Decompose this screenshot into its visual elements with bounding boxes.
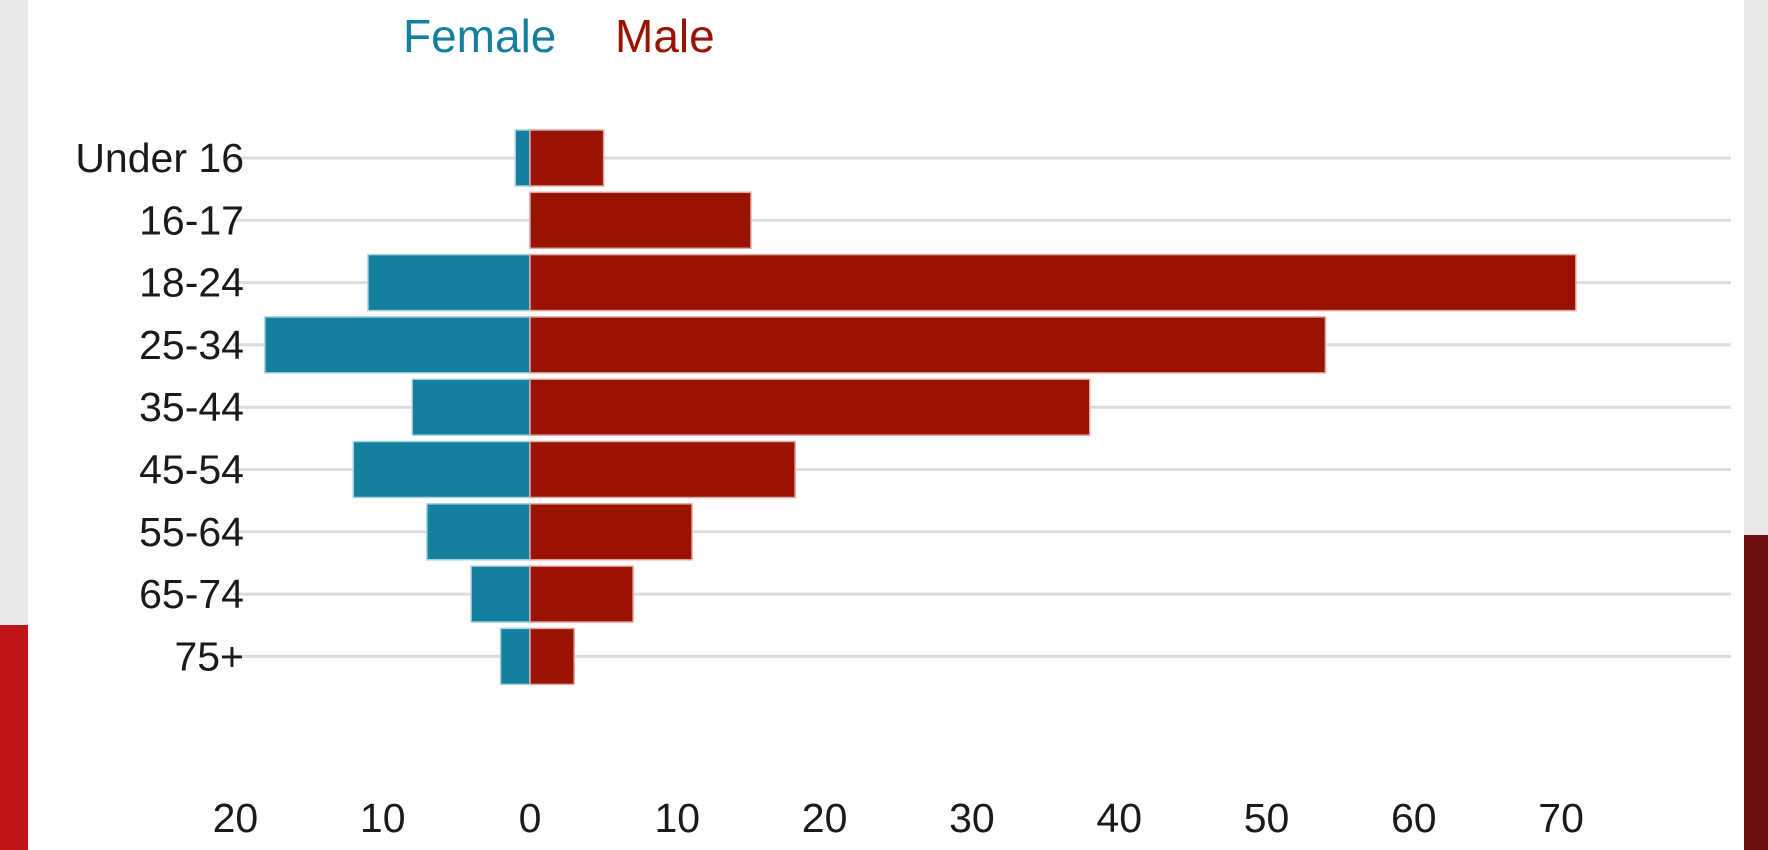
category-label-25-34: 25-34 <box>139 322 244 368</box>
legend-male: Male <box>615 10 715 62</box>
category-label-55-64: 55-64 <box>139 509 244 555</box>
bar-male-16-17 <box>529 191 752 250</box>
x-tick-label: 30 <box>949 795 995 841</box>
bar-male-25-34 <box>529 316 1327 374</box>
category-label-75-: 75+ <box>174 633 244 679</box>
category-label-45-54: 45-54 <box>139 447 244 493</box>
bar-male-45-54 <box>529 440 796 499</box>
category-label-35-44: 35-44 <box>139 384 244 430</box>
bar-female-under-16 <box>514 129 531 187</box>
x-axis-tick-labels: 20 10 0 10 20 30 40 50 60 70 <box>213 795 1584 841</box>
x-tick-label: 40 <box>1096 795 1142 841</box>
category-label-65-74: 65-74 <box>139 571 244 617</box>
x-tick-label: 10 <box>360 795 406 841</box>
background-accent-left <box>0 625 30 850</box>
bar-female-55-64 <box>426 503 531 561</box>
bar-male-under-16 <box>529 129 605 187</box>
x-tick-label: 70 <box>1538 795 1584 841</box>
x-tick-label: 60 <box>1391 795 1437 841</box>
bar-male-75- <box>529 627 575 686</box>
x-tick-label: 20 <box>213 795 259 841</box>
x-tick-label: 20 <box>802 795 848 841</box>
bar-female-65-74 <box>470 565 531 623</box>
legend: Female Male <box>403 10 715 62</box>
bar-female-75- <box>499 627 531 686</box>
bar-female-45-54 <box>352 440 531 499</box>
category-label-under-16: Under 16 <box>75 135 244 181</box>
x-tick-label: 10 <box>654 795 700 841</box>
bar-male-18-24 <box>529 253 1577 312</box>
category-labels: Under 16 16-17 18-24 25-34 35-44 45-54 55-64 65… <box>75 135 244 679</box>
bar-male-35-44 <box>529 378 1091 436</box>
chart-panel: Female Male Under 16 16-17 18-24 25-34 35-44… <box>28 0 1744 850</box>
bar-female-25-34 <box>264 316 531 374</box>
x-tick-label: 50 <box>1244 795 1290 841</box>
legend-female: Female <box>403 10 556 62</box>
category-label-16-17: 16-17 <box>139 197 244 243</box>
bar-female-35-44 <box>411 378 531 436</box>
bars <box>264 129 1577 686</box>
bar-female-18-24 <box>367 253 531 312</box>
population-pyramid-chart: Female Male Under 16 16-17 18-24 25-34 35-44… <box>75 10 1731 841</box>
bar-male-55-64 <box>529 503 693 561</box>
category-label-18-24: 18-24 <box>139 260 244 306</box>
bar-male-65-74 <box>529 565 634 623</box>
background-accent-right <box>1742 535 1768 850</box>
x-tick-label: 0 <box>519 795 542 841</box>
